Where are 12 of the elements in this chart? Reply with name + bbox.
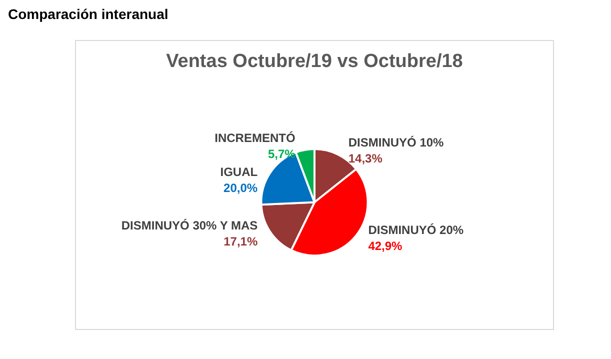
data-label: 42,9% — [368, 239, 403, 254]
slice-label: IGUAL — [220, 164, 258, 179]
data-label: 20,0% — [224, 180, 258, 195]
data-label: 17,1% — [224, 234, 258, 249]
slice-label: DISMINUYÓ 30% Y MAS — [121, 218, 258, 233]
slice-label: DISMINUYÓ 20% — [368, 223, 464, 238]
data-label: 5,7% — [268, 146, 296, 161]
text: Comparación interanual — [8, 6, 168, 22]
slice-label: DISMINUYÓ 10% — [348, 136, 444, 150]
slice-label: INCREMENTÓ — [214, 130, 296, 145]
chart-title: Ventas Octubre/19 vs Octubre/18 — [166, 51, 463, 72]
data-label: 14,3% — [348, 152, 383, 166]
